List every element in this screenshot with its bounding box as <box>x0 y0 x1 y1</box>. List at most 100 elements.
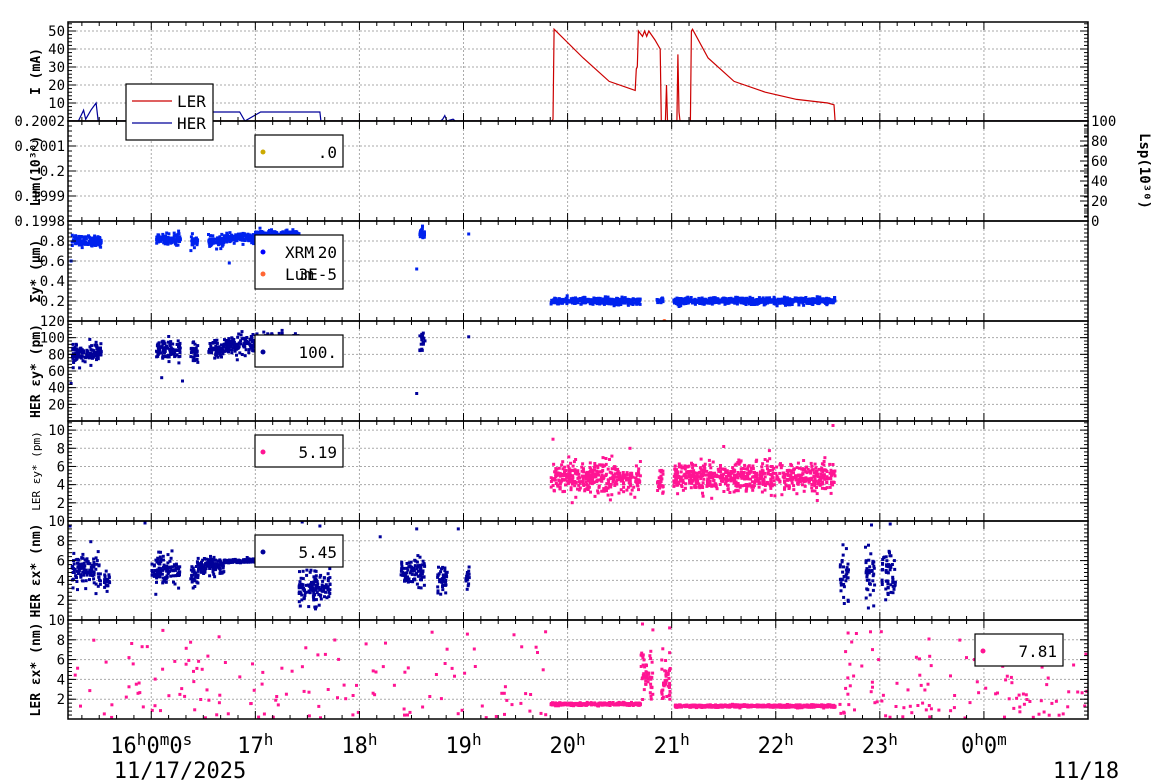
panel-sigma_y-data <box>69 224 837 321</box>
data-point-LER <box>600 703 604 707</box>
data-point-HER <box>96 572 100 576</box>
data-point-HER <box>153 572 157 576</box>
data-point-HER <box>202 566 206 570</box>
data-point-HER <box>419 566 423 570</box>
data-point-HER <box>155 580 158 584</box>
data-point-HER <box>419 342 423 346</box>
data-point-XRM <box>741 299 745 303</box>
data-point-LER <box>612 478 615 482</box>
data-point-HER <box>886 586 890 590</box>
data-point-LER <box>559 703 563 707</box>
data-point-HER <box>157 566 161 570</box>
data-point-XRM <box>235 237 239 241</box>
data-point-HER <box>405 566 409 570</box>
data-point-LER <box>673 481 677 485</box>
data-point-HER <box>196 344 200 348</box>
data-point-HER <box>319 597 323 601</box>
data-point-LER <box>640 651 644 655</box>
data-point-HER <box>886 565 890 569</box>
data-point-HER <box>868 593 872 597</box>
data-point-XRM <box>250 241 254 245</box>
data-point-HER <box>95 358 98 362</box>
data-point-LER <box>809 461 813 465</box>
data-point-LER <box>737 462 741 466</box>
data-point-HER <box>891 577 895 581</box>
data-point-HER <box>439 570 443 574</box>
data-point-LER <box>611 701 615 704</box>
data-point-HER <box>165 344 168 348</box>
data-point-HER <box>166 553 170 557</box>
data-point-HER <box>177 344 181 348</box>
data-point-XRM <box>691 300 695 304</box>
data-point-LER <box>769 486 773 490</box>
data-point-HER <box>304 583 308 587</box>
data-point-LER <box>559 480 563 484</box>
data-point-LER <box>750 466 753 470</box>
data-point-XRM <box>195 243 199 247</box>
data-point-LER <box>829 491 833 495</box>
data-point-LER <box>637 467 641 471</box>
data-point-XRM <box>87 234 90 238</box>
data-point-XRM <box>176 236 180 240</box>
data-point-outlier-HER <box>415 527 419 531</box>
data-point-outlier-HER <box>378 535 382 539</box>
data-point-HER <box>212 565 216 569</box>
data-point-XRM <box>833 299 837 303</box>
data-point-XRM <box>81 240 85 244</box>
data-point-XRM <box>157 237 161 240</box>
data-point-HER <box>418 349 422 353</box>
data-point-LER <box>744 467 748 471</box>
data-point-HER <box>298 570 301 574</box>
data-point-XRM <box>214 237 218 241</box>
data-point-XRM <box>610 301 614 305</box>
data-point-HER <box>867 543 870 547</box>
data-point-LER <box>698 486 702 490</box>
data-point-LER <box>727 474 731 478</box>
data-point-LER <box>729 470 733 473</box>
data-point-HER <box>168 569 172 573</box>
data-point-LER <box>745 477 749 481</box>
data-point-XRM <box>684 302 688 305</box>
data-point-HER <box>173 582 177 586</box>
data-point-HER <box>313 578 317 582</box>
data-point-HER <box>312 575 316 579</box>
data-point-LER <box>771 468 775 472</box>
data-point-HER <box>89 572 92 576</box>
data-point-HER <box>76 569 79 573</box>
data-point-HER <box>407 565 411 569</box>
data-point-LER <box>795 492 799 496</box>
data-point-LER <box>593 465 596 469</box>
data-point-LER <box>607 479 611 483</box>
data-point-HER <box>92 581 96 585</box>
data-point-LER <box>659 474 663 478</box>
data-point-LER <box>614 480 618 484</box>
data-point-HER <box>236 335 240 339</box>
data-point-XRM <box>689 296 693 299</box>
data-point-LER <box>580 465 584 469</box>
data-point-HER <box>213 575 217 579</box>
data-point-HER <box>838 563 842 567</box>
data-point-XRM <box>93 238 97 242</box>
data-point-LER <box>735 488 739 492</box>
data-point-XRM <box>751 301 755 304</box>
data-point-LER <box>565 475 569 479</box>
data-point-LER <box>642 688 646 692</box>
data-point-LER <box>570 501 574 505</box>
data-point-HER <box>232 341 236 344</box>
data-point-XRM <box>793 296 797 300</box>
data-point-HER <box>420 338 424 342</box>
data-point-XRM <box>703 300 707 304</box>
data-point-LER <box>629 471 633 475</box>
data-point-XRM <box>601 297 605 301</box>
data-point-HER <box>97 563 101 567</box>
data-point-LER <box>628 479 632 483</box>
data-point-LER <box>569 461 573 465</box>
data-point-XRM <box>682 297 686 301</box>
data-point-HER <box>444 571 448 575</box>
data-point-LER <box>610 467 614 471</box>
data-point-LER <box>635 702 639 706</box>
data-point-HER <box>218 568 222 572</box>
data-point-HER <box>864 561 868 565</box>
data-point-HER <box>232 558 236 562</box>
data-point-HER <box>419 574 423 578</box>
